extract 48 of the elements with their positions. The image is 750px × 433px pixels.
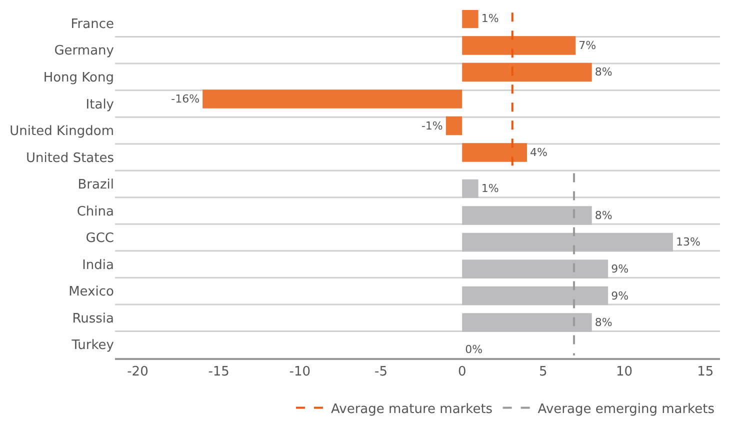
y-tick-label: Italy xyxy=(86,97,114,112)
bar xyxy=(462,10,478,28)
x-tick-label: -20 xyxy=(127,364,148,380)
y-tick-label: Brazil xyxy=(78,178,114,193)
data-label: -16% xyxy=(171,92,200,106)
y-tick-label: Hong Kong xyxy=(43,70,114,86)
data-label: 8% xyxy=(594,208,612,222)
legend-label: Average emerging markets xyxy=(538,402,715,417)
data-label: 0% xyxy=(465,342,483,356)
bar xyxy=(462,260,608,278)
x-tick-label: 5 xyxy=(539,364,548,380)
bar xyxy=(462,286,608,306)
bar xyxy=(446,116,462,136)
data-label: 4% xyxy=(530,146,548,160)
x-tick-label: 15 xyxy=(697,364,714,380)
data-label: 8% xyxy=(594,66,612,79)
x-tick-label: -5 xyxy=(374,364,388,380)
y-tick-label: Turkey xyxy=(70,338,114,354)
data-label: 1% xyxy=(481,12,499,26)
y-tick-label: France xyxy=(70,16,114,32)
y-tick-label: Russia xyxy=(72,311,114,326)
y-tick-label: United States xyxy=(26,150,114,166)
data-label: 9% xyxy=(611,289,629,302)
bar xyxy=(462,36,576,55)
x-tick-label: -15 xyxy=(208,364,230,380)
x-tick-label: 0 xyxy=(458,364,466,380)
bar xyxy=(462,206,592,225)
bar xyxy=(462,143,527,162)
data-label: 13% xyxy=(676,236,700,249)
data-label: 8% xyxy=(594,316,612,330)
x-tick-label: 10 xyxy=(616,364,633,380)
y-tick-label: Mexico xyxy=(68,284,114,300)
y-tick-label: India xyxy=(82,258,114,273)
y-tick-label: GCC xyxy=(86,231,114,246)
data-label: 1% xyxy=(481,182,499,196)
y-tick-label: China xyxy=(76,204,114,220)
bar xyxy=(462,62,592,82)
legend-label: Average mature markets xyxy=(331,402,493,417)
data-label: -1% xyxy=(421,119,443,132)
data-label: 9% xyxy=(611,262,629,276)
bar xyxy=(462,179,478,198)
y-tick-label: Germany xyxy=(54,44,114,59)
bar xyxy=(202,90,462,108)
bar xyxy=(462,232,673,252)
bar xyxy=(462,313,592,332)
x-tick-label: -10 xyxy=(289,364,311,380)
y-tick-label: United Kingdom xyxy=(10,124,114,140)
data-label: 7% xyxy=(578,38,596,52)
